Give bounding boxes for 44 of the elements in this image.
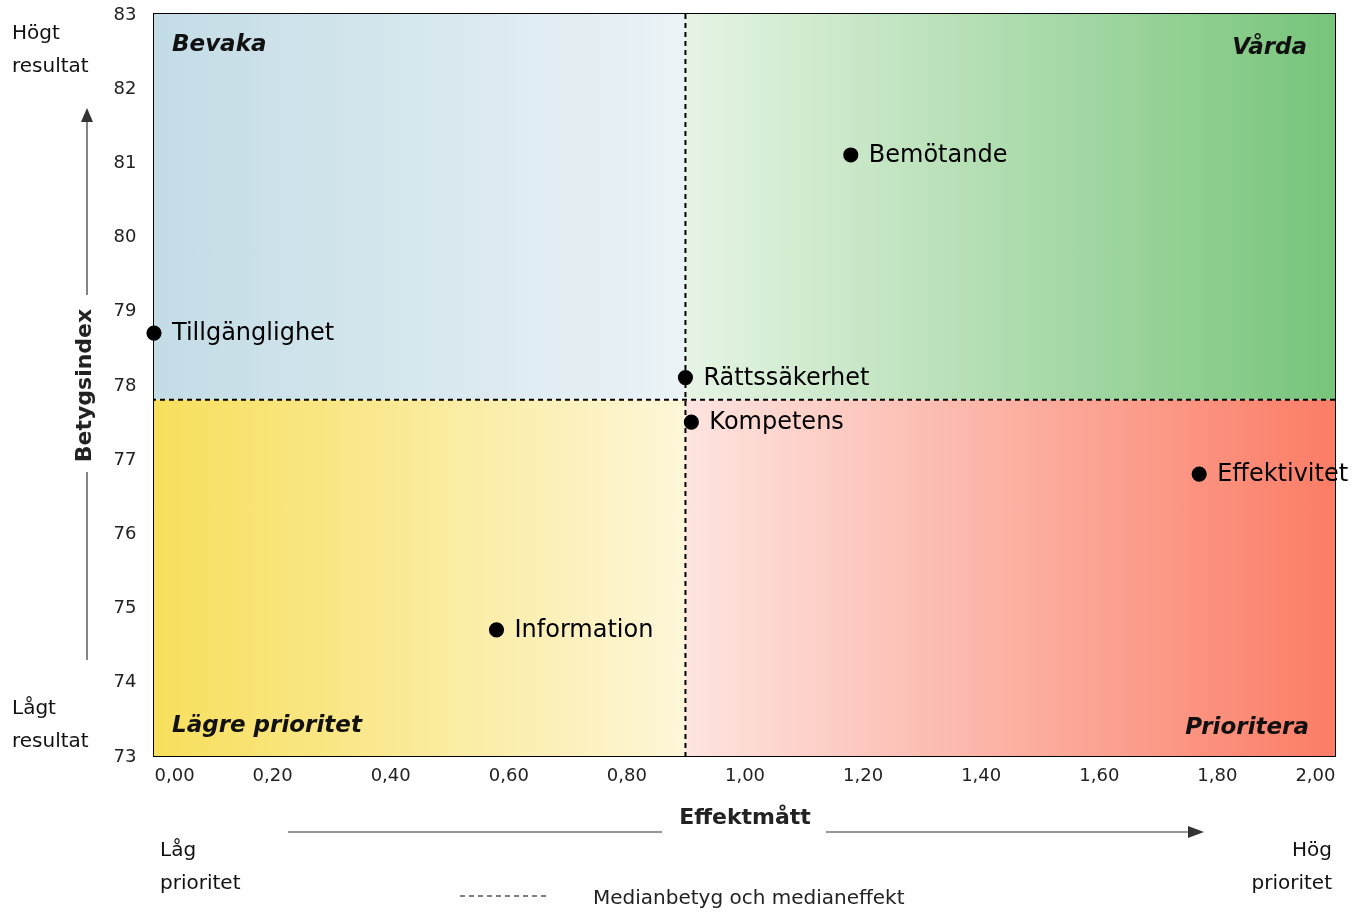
y-tick-label: 82 [113, 76, 137, 98]
annotation: Prioritera [1185, 713, 1309, 739]
y-tick-label: 75 [113, 596, 137, 618]
annotation: Vårda [1232, 33, 1307, 59]
point [1191, 466, 1207, 482]
x-tick-label: 0,60 [488, 763, 529, 785]
x-tick-label: 0,20 [252, 763, 293, 785]
point [488, 622, 505, 638]
y-tick-label: 80 [113, 225, 137, 247]
series-label: Bemötande [868, 139, 1008, 168]
text: Hög prioritet [1251, 837, 1333, 894]
text: Lågt resultat [12, 695, 89, 752]
y-tick-label: 76 [113, 521, 137, 543]
y-tick-label: 79 [113, 299, 137, 321]
annotation: Bevaka [172, 30, 267, 56]
text: Högt resultat [12, 20, 89, 77]
x-axis-title: Effektmått [679, 803, 812, 829]
point [677, 370, 694, 386]
point [146, 325, 162, 341]
y-tick-label: 73 [113, 744, 137, 766]
point [843, 147, 859, 163]
x-tick-label: 1,20 [843, 763, 884, 785]
x-tick-label: 0,40 [370, 763, 411, 785]
x-tick-label: 0,00 [154, 763, 195, 785]
annotation: Lägre prioritet [172, 711, 363, 737]
text: Låg prioritet [160, 837, 241, 894]
y-tick-label: 83 [113, 2, 137, 24]
x-tick-label: 2,00 [1295, 763, 1336, 785]
x-tick-label: 1,80 [1197, 763, 1238, 785]
x-tick-label: 1,00 [724, 763, 766, 785]
legend-label: Medianbetyg och medianeffekt [593, 885, 905, 909]
x-tick-label: 1,60 [1079, 763, 1120, 785]
y-axis-title: Betygsindex [70, 308, 96, 463]
y-tick-label: 81 [113, 150, 137, 172]
series-label: Kompetens [709, 407, 844, 436]
y-tick-label: 77 [113, 447, 137, 469]
point [683, 414, 699, 430]
series-label: Rättssäkerhet [703, 362, 870, 391]
series-label: Tillgänglighet [171, 318, 335, 347]
x-tick-label: 0,80 [606, 763, 647, 785]
series-label: Information [514, 614, 654, 643]
y-tick-label: 78 [113, 373, 137, 395]
y-tick-label: 74 [113, 670, 137, 692]
x-tick-label: 1,40 [961, 763, 1002, 785]
